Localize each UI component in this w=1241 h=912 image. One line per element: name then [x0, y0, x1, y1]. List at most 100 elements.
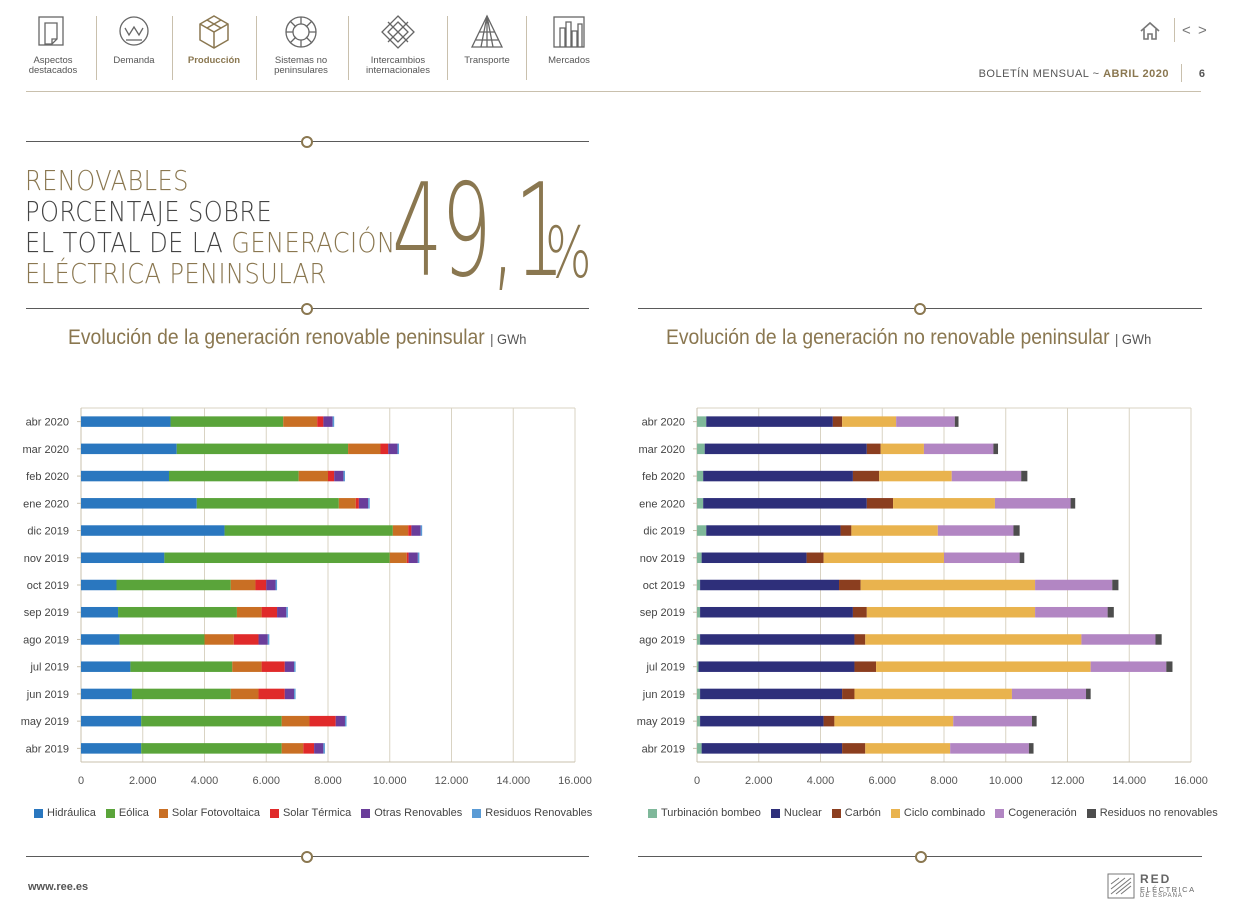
bar-segment-solar-fotovoltaica [236, 606, 262, 618]
bar-segment-ciclo-combinado [876, 661, 1091, 672]
bar-segment-hidr-ulica [81, 552, 165, 564]
logo-text-3: DE ESPAÑA [1140, 893, 1183, 899]
bar-segment-solar-t-rmica [408, 525, 412, 536]
bar-segment-ciclo-combinado [880, 443, 924, 455]
nav-label: Demanda [113, 55, 155, 66]
y-category-label: oct 2019 [643, 580, 685, 592]
y-category-label: ene 2020 [639, 498, 685, 510]
home-icon[interactable] [1139, 20, 1161, 42]
bar-segment-solar-t-rmica [233, 634, 259, 645]
x-tick-label: 2.000 [745, 775, 773, 787]
nav-sistemas-no-peninsulares[interactable]: Sistemas no peninsulares [266, 14, 336, 84]
y-category-label: abr 2019 [642, 743, 685, 755]
headline-line-1: RENOVABLES [25, 164, 189, 197]
y-category-label: nov 2019 [24, 553, 69, 565]
legend-item: Turbinación bombeo [648, 807, 761, 819]
bar-segment-ciclo-combinado [879, 470, 952, 482]
page-number: 6 [1198, 68, 1205, 80]
x-tick-label: 16.000 [558, 775, 592, 787]
legend-swatch [995, 808, 1005, 818]
previous-page-button[interactable]: < [1182, 22, 1191, 39]
y-category-label: ago 2019 [23, 634, 69, 646]
bar-segment-solar-fotovoltaica [389, 552, 407, 564]
bar-segment-hidr-ulica [81, 715, 142, 727]
legend-label: Residuos Renovables [485, 807, 593, 819]
legend-swatch [1086, 808, 1096, 818]
bar-segment-solar-fotovoltaica [348, 443, 381, 455]
bar-segment-solar-t-rmica [380, 443, 389, 455]
bar-segment-cogeneraci-n [1081, 634, 1156, 645]
bar-segment-carb-n [854, 634, 866, 645]
bar-segment-solar-fotovoltaica [298, 470, 328, 482]
nav-divider [96, 16, 97, 80]
nonrenewable-chart-title: Evolución de la generación no renovable … [666, 326, 1151, 350]
nav-mercados[interactable]: Mercados [538, 14, 600, 84]
bar-segment-residuos-renovables [294, 661, 296, 672]
bar-segment-residuos-renovables [323, 743, 325, 754]
y-category-label: mar 2020 [639, 444, 685, 456]
legend-label: Residuos no renovables [1099, 807, 1218, 819]
bar-segment-nuclear [703, 498, 867, 509]
nav-demanda[interactable]: Demanda [104, 14, 164, 84]
bar-segment-cogeneraci-n [1035, 606, 1108, 618]
bar-segment-solar-t-rmica [317, 416, 324, 427]
bar-segment-residuos-no-renovables [1031, 715, 1037, 727]
bar-segment-carb-n [806, 552, 824, 564]
bar-segment-carb-n [852, 470, 880, 482]
nav-intercambios-internacionales[interactable]: Intercambios internacionales [358, 14, 438, 84]
bar-segment-otras-renovables [258, 634, 268, 645]
bar-segment-e-lica [170, 416, 284, 427]
legend-label: Ciclo combinado [903, 807, 986, 819]
bar-segment-hidr-ulica [81, 634, 120, 645]
legend-item: Nuclear [770, 807, 822, 819]
legend-item: Solar Térmica [269, 807, 351, 819]
footer-url-link[interactable]: www.ree.es [28, 881, 89, 893]
bar-segment-residuos-no-renovables [1013, 525, 1020, 536]
bar-segment-solar-fotovoltaica [204, 634, 234, 645]
bar-segment-otras-renovables [335, 715, 345, 727]
x-tick-label: 8.000 [314, 775, 342, 787]
legend-label: Otras Renovables [374, 807, 463, 819]
nonrenewable-legend: Turbinación bombeo Nuclear Carbón Ciclo com… [648, 807, 1218, 819]
bar-segment-residuos-no-renovables [1019, 552, 1025, 564]
nonrenewable-title-text: Evolución de la generación no renovable … [666, 326, 1110, 349]
bar-segment-solar-fotovoltaica [230, 579, 256, 591]
legend-label: Solar Fotovoltaica [171, 807, 260, 819]
bar-segment-hidr-ulica [81, 443, 177, 455]
nav-transporte[interactable]: Transporte [456, 14, 518, 84]
renewable-title-unit: | GWh [490, 331, 527, 347]
bar-segment-solar-t-rmica [261, 661, 285, 672]
nav-label: internacionales [366, 65, 430, 76]
bar-segment-turbinaci-n-bombeo [697, 552, 702, 564]
bar-segment-turbinaci-n-bombeo [697, 443, 705, 455]
bar-segment-hidr-ulica [81, 579, 117, 591]
legend-swatch [472, 808, 482, 818]
bar-segment-e-lica [141, 715, 282, 727]
legend-item: Residuos no renovables [1086, 807, 1218, 819]
bar-segment-carb-n [866, 498, 894, 509]
nav-aspectos-destacados[interactable]: Aspectos destacados [22, 14, 84, 84]
divider-knot [301, 303, 313, 315]
bar-segment-otras-renovables [334, 470, 344, 482]
bar-segment-nuclear [701, 552, 807, 564]
legend-swatch [269, 808, 279, 818]
bar-segment-cogeneraci-n [950, 743, 1029, 754]
legend-item: Hidráulica [34, 807, 96, 819]
legend-item: Cogeneración [995, 807, 1077, 819]
headline-line-3b: GENERACIÓN [231, 226, 396, 259]
bar-segment-hidr-ulica [81, 416, 171, 427]
bar-segment-solar-t-rmica [303, 743, 315, 754]
bar-segment-cogeneraci-n [1090, 661, 1167, 672]
divider-knot [915, 851, 927, 863]
bar-segment-ciclo-combinado [865, 634, 1082, 645]
bar-segment-ciclo-combinado [866, 606, 1036, 618]
bar-segment-ciclo-combinado [860, 579, 1036, 591]
nav-produccion[interactable]: Producción [182, 14, 246, 84]
bar-segment-ciclo-combinado [851, 525, 938, 536]
next-page-button[interactable]: > [1198, 22, 1207, 39]
bar-segment-solar-fotovoltaica [281, 715, 310, 727]
market-icon [553, 16, 585, 48]
bar-segment-nuclear [700, 634, 855, 645]
nav-label: destacados [28, 65, 78, 76]
nav-label: Sistemas no [274, 55, 328, 66]
